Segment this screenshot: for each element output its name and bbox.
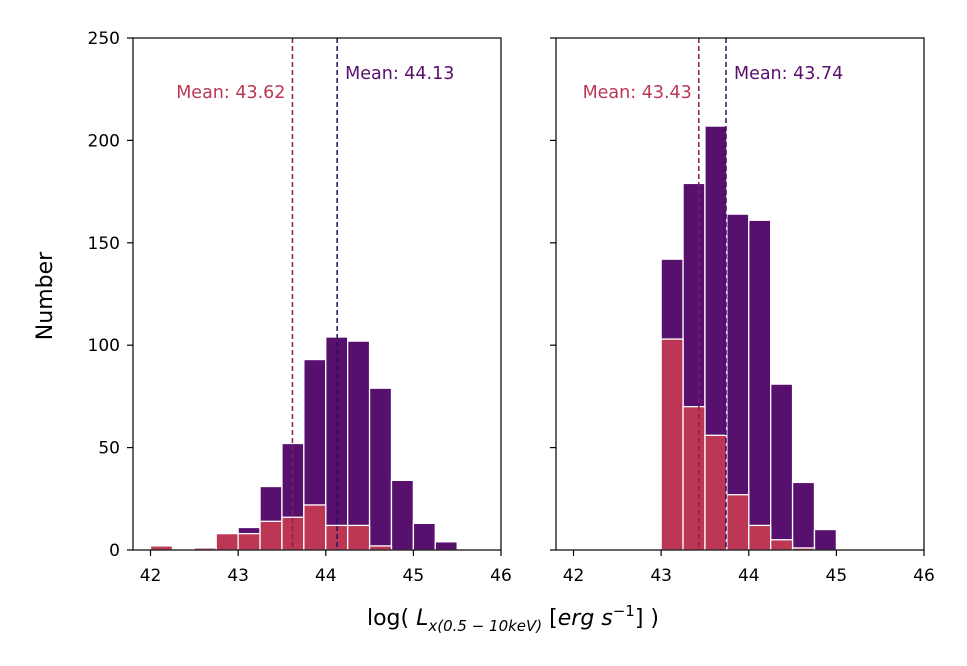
x-tick-label: 43 [227, 566, 249, 586]
subset-bar [660, 338, 684, 551]
y-tick-label: 50 [98, 439, 120, 459]
subset-bar [682, 405, 706, 551]
y-tick-label: 250 [88, 29, 120, 49]
total-bar [748, 219, 772, 551]
y-axis-title: Number [33, 251, 58, 340]
y-tick-label: 200 [88, 131, 120, 151]
x-tick-label: 44 [315, 566, 337, 586]
total-bar [347, 340, 371, 551]
total-bar [770, 383, 794, 551]
x-tick-label: 46 [913, 566, 935, 586]
x-tick-label: 45 [826, 566, 848, 586]
x-tick-label: 42 [140, 566, 162, 586]
total-bar [791, 481, 816, 551]
subset-bar [215, 532, 239, 551]
subset-bar [368, 545, 393, 551]
right-panel: Mean: 43.43 Mean: 43.74 42 43 44 45 46 [550, 37, 935, 586]
subset-bar [704, 434, 728, 551]
plot-frame [555, 37, 925, 551]
total-bar [412, 522, 436, 551]
x-tick-label: 46 [490, 566, 512, 586]
x-tick-label: 43 [650, 566, 672, 586]
mean-label-total: Mean: 43.74 [734, 64, 843, 84]
total-bar [434, 541, 458, 551]
mean-label-subset: Mean: 43.62 [176, 83, 285, 103]
subset-bar [259, 520, 283, 551]
mean-label-total: Mean: 44.13 [345, 64, 454, 84]
y-tick-label: 100 [88, 336, 120, 356]
total-bar [813, 528, 838, 551]
subset-bar [748, 524, 772, 551]
y-tick-label: 0 [109, 541, 120, 561]
total-bar [390, 479, 415, 551]
y-tick-label: 150 [88, 234, 120, 254]
x-tick-label: 44 [738, 566, 760, 586]
subset-bar [770, 539, 794, 551]
x-axis-title: log( Lx(0.5 − 10keV) [erg s−1] ) [367, 602, 659, 635]
x-tick-label: 42 [563, 566, 585, 586]
x-tick-label: 45 [403, 566, 425, 586]
subset-bar [149, 545, 174, 551]
left-panel: Mean: 43.62 Mean: 44.13 42 43 44 45 46 0 50 100 15… [88, 29, 512, 586]
mean-label-subset: Mean: 43.43 [583, 83, 692, 103]
total-bar [368, 387, 393, 551]
subset-bar [237, 532, 261, 551]
plot-frame [132, 37, 502, 551]
subset-bar [303, 504, 327, 551]
subset-bar [726, 494, 750, 551]
subset-bar [347, 524, 371, 551]
